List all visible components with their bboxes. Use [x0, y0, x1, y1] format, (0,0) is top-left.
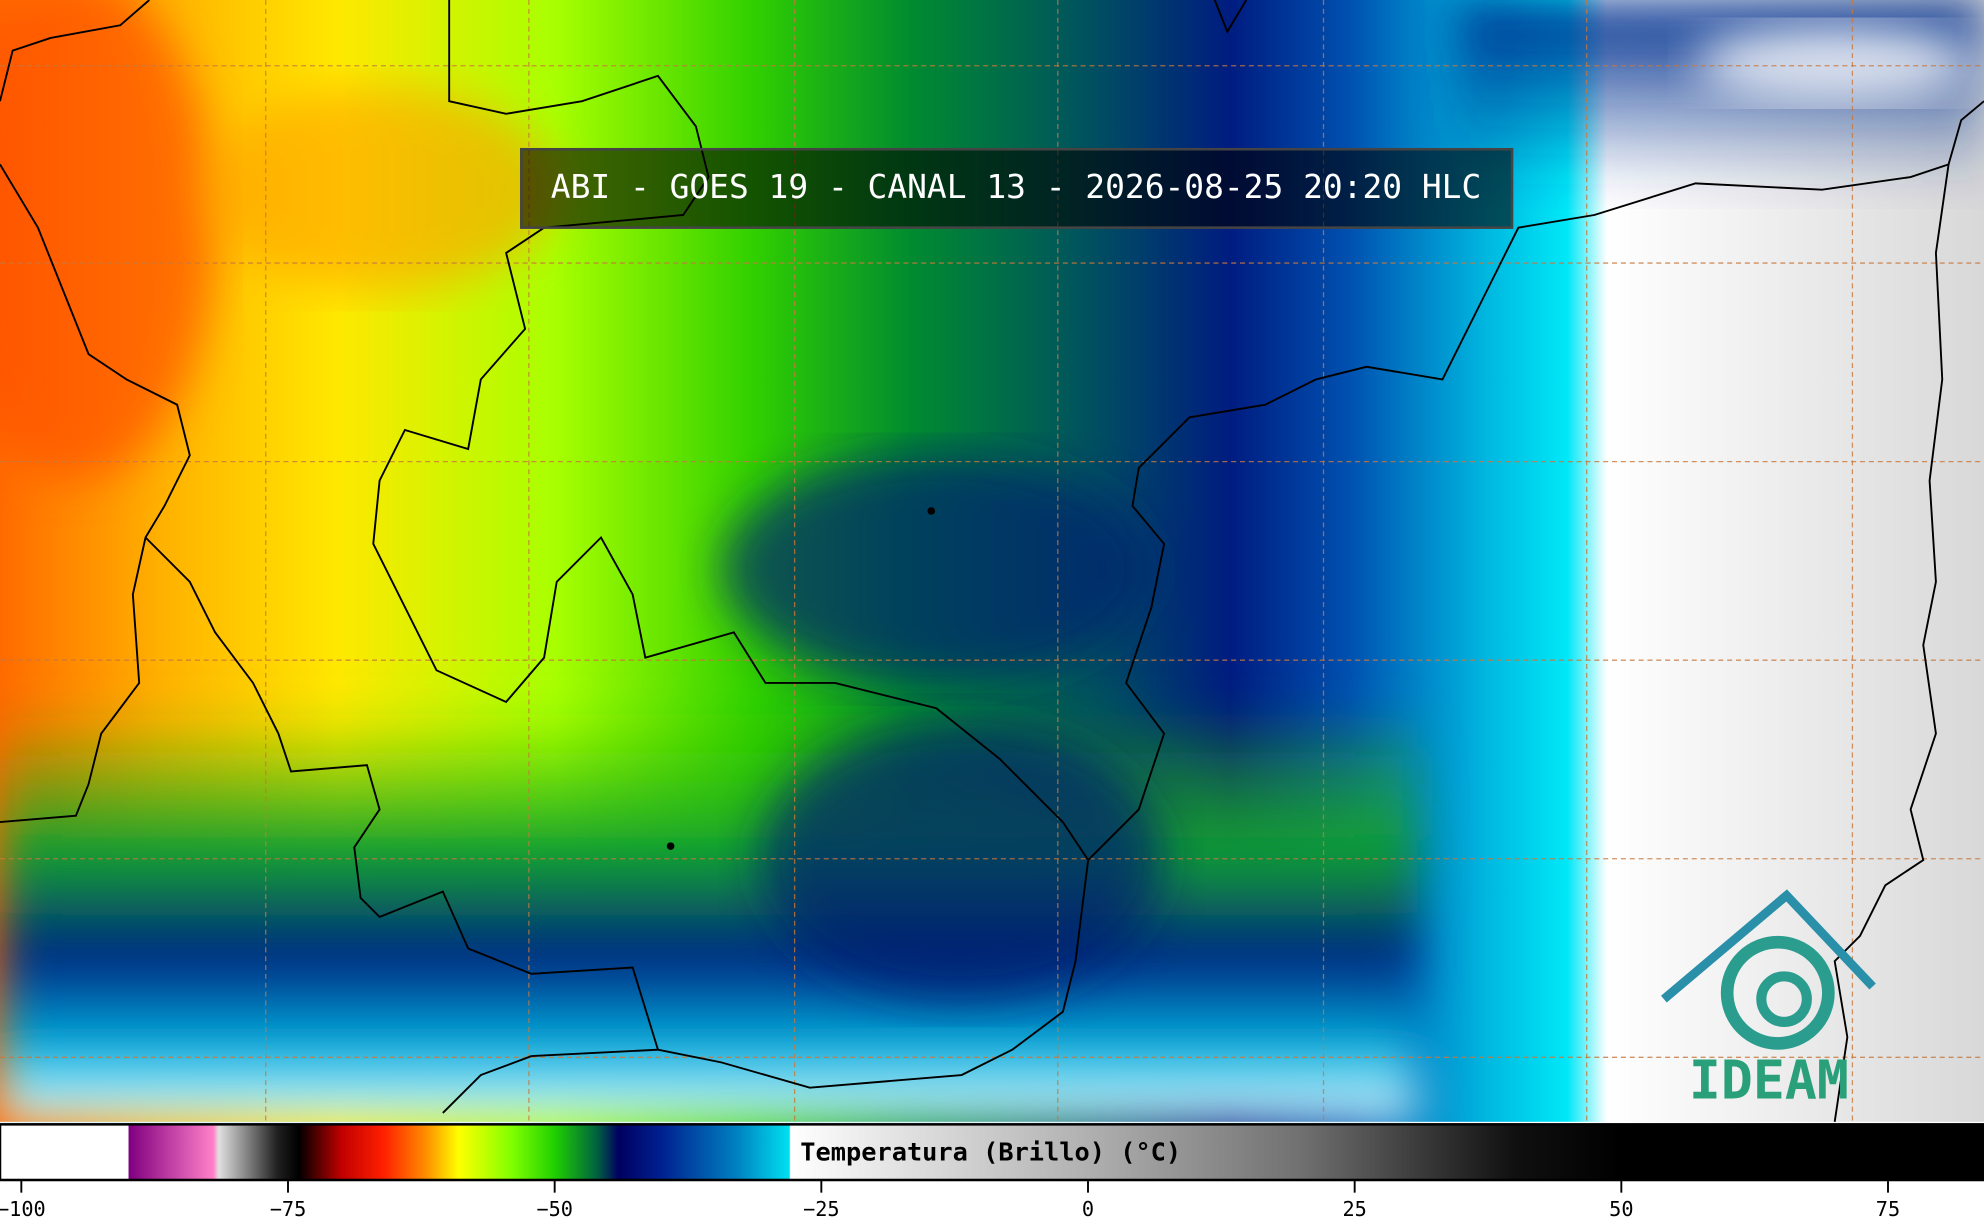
tick-label: −50	[536, 1197, 573, 1221]
tick-label: −25	[803, 1197, 840, 1221]
title: ABI - GOES 19 - CANAL 13 - 2026-08-25 20…	[551, 167, 1481, 206]
tick-label: 50	[1609, 1197, 1633, 1221]
tick-label: 75	[1876, 1197, 1900, 1221]
tick-label: 0	[1082, 1197, 1094, 1221]
colorbar-label: Temperatura (Brillo) (°C)	[800, 1137, 1181, 1166]
logo-text: IDEAM	[1689, 1050, 1849, 1112]
logo: IDEAM	[1661, 889, 1876, 1112]
tick-label: 25	[1342, 1197, 1366, 1221]
colorbar-bar	[0, 1123, 1984, 1182]
colorbar: Temperatura (Brillo) (°C) −100 −75 −50 −25 0 2…	[0, 1123, 1984, 1221]
title-box: ABI - GOES 19 - CANAL 13 - 2026-08-25 20…	[520, 147, 1514, 229]
tick-label: −100	[0, 1197, 46, 1221]
tick-label: −75	[270, 1197, 307, 1221]
